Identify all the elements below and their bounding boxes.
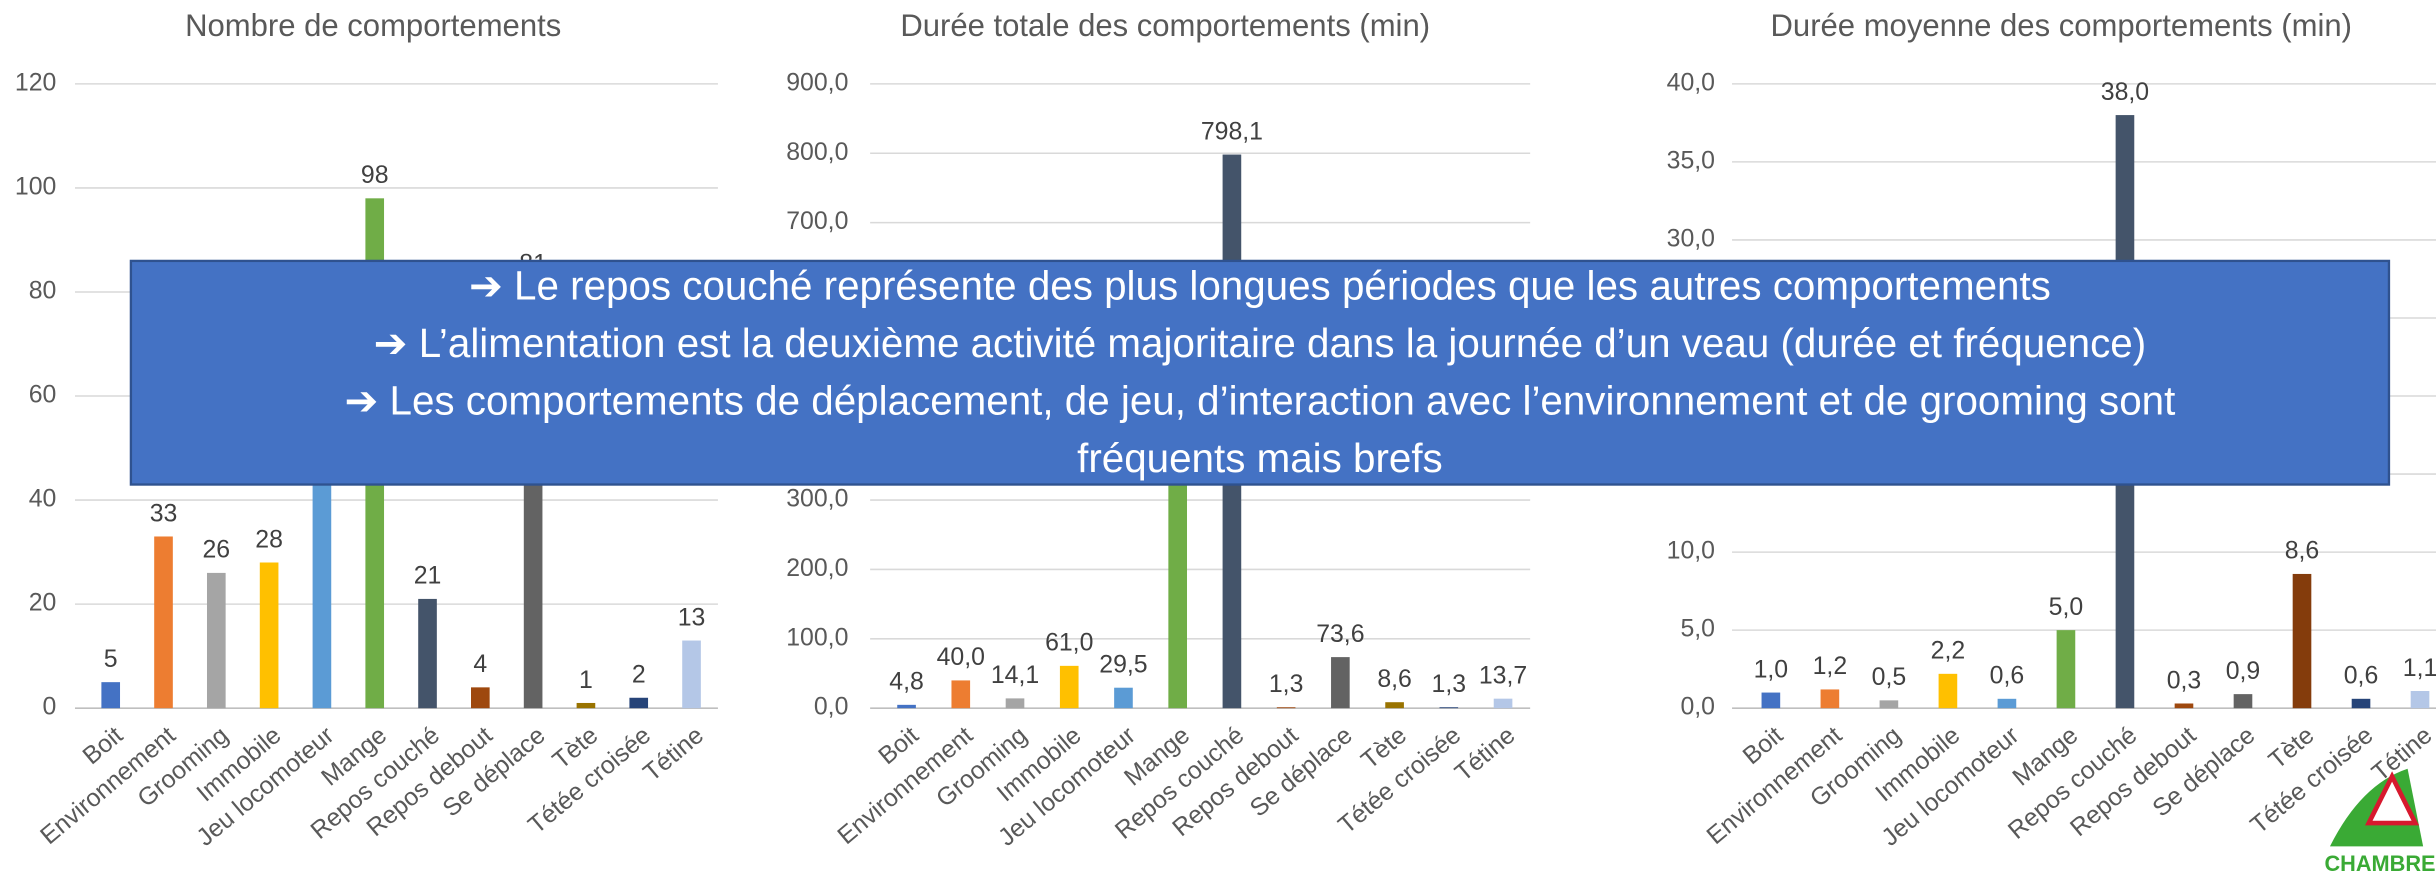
value-label: 0,6 bbox=[1990, 663, 2025, 690]
bar bbox=[1005, 698, 1025, 709]
value-label: 0,6 bbox=[2344, 663, 2379, 690]
banner-line: ➔ Le repos couché représente des plus lo… bbox=[469, 263, 2051, 309]
bar bbox=[418, 598, 437, 709]
y-tick-label: 80 bbox=[29, 278, 57, 305]
bar bbox=[471, 687, 490, 709]
y-tick-label: 100 bbox=[15, 173, 56, 200]
bar bbox=[154, 536, 173, 709]
bar bbox=[101, 682, 121, 709]
bar bbox=[1114, 687, 1133, 709]
value-label: 8,6 bbox=[1377, 666, 1412, 693]
y-tick-label: 0 bbox=[43, 694, 57, 721]
value-label: 1 bbox=[579, 667, 593, 694]
value-label: 73,6 bbox=[1316, 621, 1364, 648]
bar bbox=[2410, 691, 2430, 709]
y-tick-label: 35,0 bbox=[1667, 147, 1715, 174]
bar bbox=[1997, 698, 2017, 709]
y-tick-label: 800,0 bbox=[786, 139, 848, 166]
chart-title: Durée totale des comportements (min) bbox=[900, 8, 1430, 43]
value-label: 0,9 bbox=[2226, 658, 2261, 685]
chart-title: Nombre de comportements bbox=[185, 8, 561, 43]
value-label: 0,5 bbox=[1872, 664, 1907, 691]
value-label: 26 bbox=[203, 537, 231, 564]
y-tick-label: 120 bbox=[15, 69, 56, 96]
bar bbox=[1385, 702, 1404, 709]
bar bbox=[259, 562, 279, 709]
value-label: 0,3 bbox=[2167, 667, 2202, 694]
value-label: 13 bbox=[678, 604, 706, 631]
bar bbox=[2174, 703, 2194, 709]
value-label: 98 bbox=[361, 162, 389, 189]
y-tick-label: 60 bbox=[29, 382, 57, 409]
chart-title: Durée moyenne des comportements (min) bbox=[1771, 8, 2353, 43]
bar bbox=[2351, 698, 2371, 709]
value-label: 13,7 bbox=[1479, 662, 1527, 689]
value-label: 1,0 bbox=[1754, 656, 1789, 683]
value-label: 4 bbox=[473, 651, 487, 678]
y-tick-label: 10,0 bbox=[1667, 538, 1715, 565]
y-tick-label: 0,0 bbox=[814, 694, 849, 721]
y-tick-label: 0,0 bbox=[1680, 694, 1715, 721]
bar bbox=[2056, 630, 2076, 709]
value-label: 40,0 bbox=[937, 644, 985, 671]
value-label: 29,5 bbox=[1099, 652, 1147, 679]
y-tick-label: 40 bbox=[29, 486, 57, 513]
value-label: 14,1 bbox=[991, 662, 1039, 689]
value-label: 2,2 bbox=[1931, 638, 1966, 665]
value-label: 61,0 bbox=[1045, 630, 1093, 657]
value-label: 21 bbox=[414, 563, 442, 590]
value-label: 798,1 bbox=[1201, 118, 1263, 145]
logo-text: CHAMBRE bbox=[2324, 851, 2435, 876]
value-label: 28 bbox=[255, 526, 283, 553]
bar bbox=[206, 572, 226, 709]
value-label: 1,2 bbox=[1813, 653, 1848, 680]
bar bbox=[1761, 692, 1781, 709]
y-tick-label: 40,0 bbox=[1667, 69, 1715, 96]
bar bbox=[1879, 700, 1899, 709]
bar bbox=[682, 640, 701, 709]
y-tick-label: 5,0 bbox=[1680, 616, 1715, 643]
y-tick-label: 700,0 bbox=[786, 208, 848, 235]
value-label: 5 bbox=[104, 646, 118, 673]
bar bbox=[2233, 694, 2253, 709]
y-tick-label: 900,0 bbox=[786, 69, 848, 96]
value-label: 2 bbox=[632, 662, 646, 689]
y-tick-label: 300,0 bbox=[786, 486, 848, 513]
bar bbox=[1493, 698, 1513, 709]
bar bbox=[1439, 707, 1459, 709]
bar bbox=[312, 453, 332, 709]
value-label: 1,3 bbox=[1269, 671, 1304, 698]
value-label: 5,0 bbox=[2049, 594, 2084, 621]
value-label: 38,0 bbox=[2101, 79, 2149, 106]
logo-mark bbox=[2365, 771, 2420, 826]
banner-line: ➔ L’alimentation est la deuxième activit… bbox=[374, 320, 2147, 366]
bar bbox=[1059, 665, 1079, 709]
bar bbox=[1938, 673, 1958, 709]
value-label: 8,6 bbox=[2285, 538, 2320, 565]
bar bbox=[2292, 573, 2312, 709]
value-label: 4,8 bbox=[889, 669, 924, 696]
value-label: 1,3 bbox=[1432, 671, 1467, 698]
bar bbox=[897, 704, 916, 709]
bar bbox=[951, 680, 971, 709]
banner-line: fréquents mais brefs bbox=[1077, 435, 1443, 481]
bar bbox=[576, 702, 596, 709]
banner-line: ➔ Les comportements de déplacement, de j… bbox=[345, 377, 2176, 423]
y-tick-label: 20 bbox=[29, 590, 57, 617]
bar bbox=[1820, 689, 1840, 709]
y-tick-label: 30,0 bbox=[1667, 226, 1715, 253]
x-tick-label: Tétine bbox=[1450, 722, 1520, 787]
y-tick-label: 200,0 bbox=[786, 555, 848, 582]
y-tick-label: 100,0 bbox=[786, 624, 848, 651]
bar bbox=[1331, 657, 1350, 709]
bar bbox=[1276, 707, 1296, 709]
x-tick-label: Tétine bbox=[639, 722, 709, 787]
value-label: 1,1 bbox=[2403, 655, 2436, 682]
bar bbox=[629, 697, 649, 709]
banner bbox=[129, 259, 2391, 486]
value-label: 33 bbox=[150, 500, 178, 527]
